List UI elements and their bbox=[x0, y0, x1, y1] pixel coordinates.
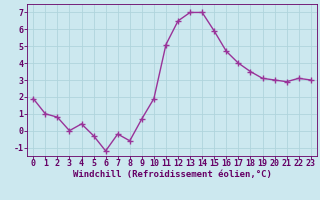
X-axis label: Windchill (Refroidissement éolien,°C): Windchill (Refroidissement éolien,°C) bbox=[73, 170, 271, 179]
